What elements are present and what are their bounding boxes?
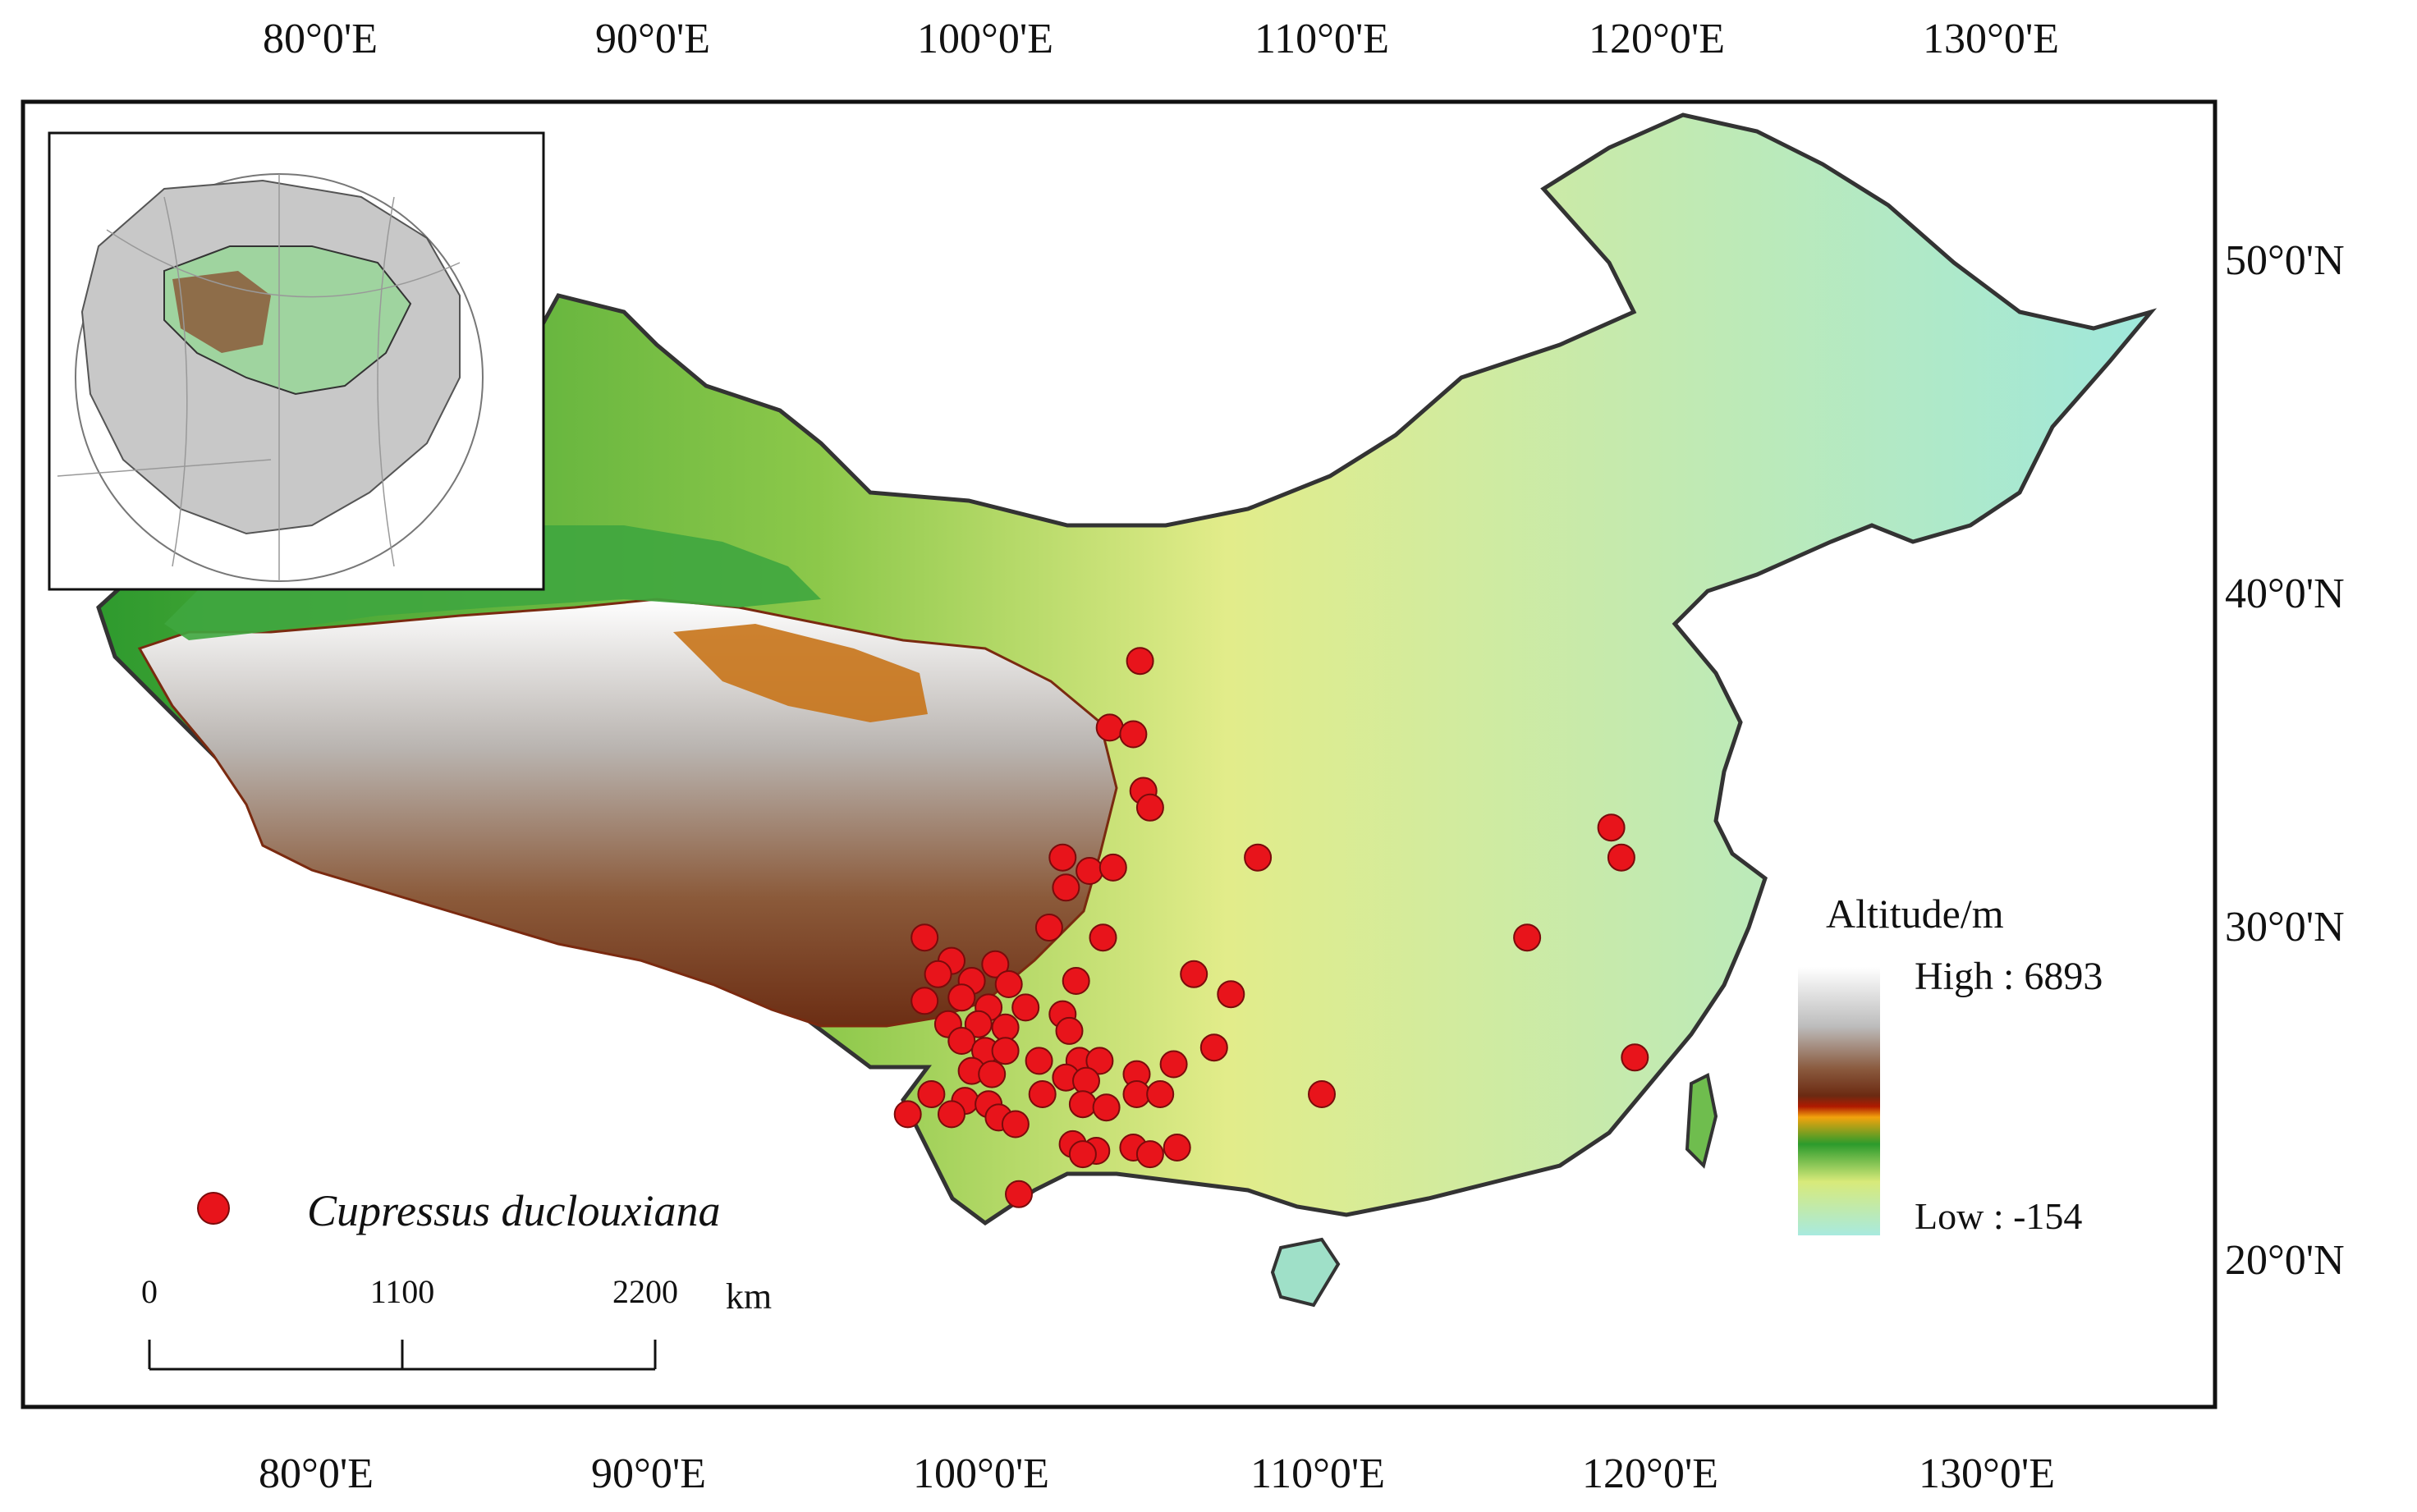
occurrence-point <box>994 970 1023 998</box>
legend-title: Altitude/m <box>1826 891 2004 937</box>
lon-tick-bottom-1: 80°0'E <box>259 1450 374 1497</box>
occurrence-point <box>978 1060 1007 1088</box>
occurrence-point <box>1068 1090 1097 1119</box>
occurrence-point <box>938 1100 965 1129</box>
occurrence-point <box>947 983 976 1012</box>
taiwan-island <box>1685 1073 1718 1169</box>
scale-bar-lines <box>148 1340 657 1371</box>
lat-tick-2: 40°0'N <box>2225 570 2345 617</box>
occurrence-point <box>1244 843 1273 872</box>
occurrence-point <box>1163 1134 1191 1161</box>
lat-tick-4: 20°0'N <box>2225 1237 2345 1284</box>
occurrence-point <box>924 960 952 988</box>
occurrence-point <box>893 1100 922 1129</box>
occurrence-point <box>1072 1066 1100 1095</box>
occurrence-point <box>917 1080 946 1108</box>
lon-tick-top-2: 90°0'E <box>595 16 710 62</box>
occurrence-point <box>1011 993 1040 1022</box>
occurrence-point <box>1085 1047 1114 1075</box>
occurrence-point <box>1513 923 1542 952</box>
occurrence-point <box>1089 923 1117 952</box>
altitude-color-ramp <box>1798 967 1880 1235</box>
legend-high-label: High : 6893 <box>1915 955 2103 998</box>
occurrence-point <box>1119 720 1148 749</box>
hainan-island <box>1270 1237 1341 1308</box>
occurrence-point <box>1135 793 1164 822</box>
species-name: Cupressus duclouxiana <box>307 1186 721 1235</box>
occurrence-point <box>1217 980 1245 1009</box>
lat-tick-3: 30°0'N <box>2225 904 2345 951</box>
lon-tick-bottom-6: 130°0'E <box>1919 1450 2055 1497</box>
occurrence-point <box>947 1027 976 1055</box>
lon-tick-top-6: 130°0'E <box>1923 16 2059 62</box>
occurrence-point <box>910 923 939 952</box>
occurrence-point <box>1146 1080 1175 1108</box>
occurrence-point <box>1159 1050 1188 1079</box>
lon-tick-bottom-3: 100°0'E <box>913 1450 1049 1497</box>
occurrence-point <box>1135 1140 1164 1169</box>
occurrence-point <box>964 1010 993 1038</box>
qaidam-basin <box>673 624 928 722</box>
occurrence-point <box>1068 1140 1097 1169</box>
occurrence-point <box>1001 1110 1030 1139</box>
lowland-region <box>96 112 2158 1226</box>
occurrence-point <box>1095 713 1124 742</box>
lon-tick-bottom-5: 120°0'E <box>1582 1450 1718 1497</box>
occurrence-points <box>893 647 1649 1208</box>
inset-globe <box>48 131 545 591</box>
occurrence-point <box>1308 1080 1336 1108</box>
scale-label-1100: 1100 <box>369 1273 435 1310</box>
occurrence-point <box>1048 843 1077 872</box>
occurrence-point <box>1597 813 1626 842</box>
scale-bar: 0 1100 2200 km <box>131 1272 772 1379</box>
occurrence-point <box>1122 1080 1151 1108</box>
occurrence-point <box>1075 857 1104 885</box>
occurrence-marker-icon <box>197 1192 230 1225</box>
occurrence-point <box>1025 1047 1053 1075</box>
occurrence-point <box>1005 1180 1033 1208</box>
occurrence-point <box>1199 1033 1228 1062</box>
scale-label-0: 0 <box>141 1273 158 1310</box>
occurrence-point <box>1092 1093 1121 1122</box>
occurrence-point <box>1607 843 1635 872</box>
occurrence-point <box>1180 960 1208 988</box>
altitude-legend: Altitude/m High : 6893 Low : -154 <box>1786 878 2181 1244</box>
occurrence-point <box>991 1013 1020 1042</box>
scale-unit: km <box>725 1276 773 1317</box>
lon-tick-top-1: 80°0'E <box>263 16 378 62</box>
occurrence-point <box>1052 873 1080 902</box>
occurrence-point <box>1621 1043 1649 1072</box>
occurrence-point <box>1028 1080 1057 1108</box>
lon-tick-top-4: 110°0'E <box>1254 16 1389 62</box>
lat-tick-1: 50°0'N <box>2225 237 2345 284</box>
occurrence-point <box>981 950 1010 978</box>
occurrence-point <box>1126 647 1154 676</box>
occurrence-point <box>1055 1016 1084 1045</box>
lon-tick-bottom-2: 90°0'E <box>591 1450 706 1497</box>
lon-tick-top-5: 120°0'E <box>1589 16 1725 62</box>
lon-tick-bottom-4: 110°0'E <box>1250 1450 1385 1497</box>
lon-tick-top-3: 100°0'E <box>917 16 1053 62</box>
scale-label-2200: 2200 <box>612 1273 678 1310</box>
occurrence-point <box>1034 914 1063 942</box>
occurrence-point <box>1062 967 1090 995</box>
occurrence-point <box>1098 853 1127 882</box>
occurrence-point <box>991 1037 1020 1065</box>
legend-low-label: Low : -154 <box>1915 1195 2083 1237</box>
occurrence-point <box>910 987 939 1015</box>
